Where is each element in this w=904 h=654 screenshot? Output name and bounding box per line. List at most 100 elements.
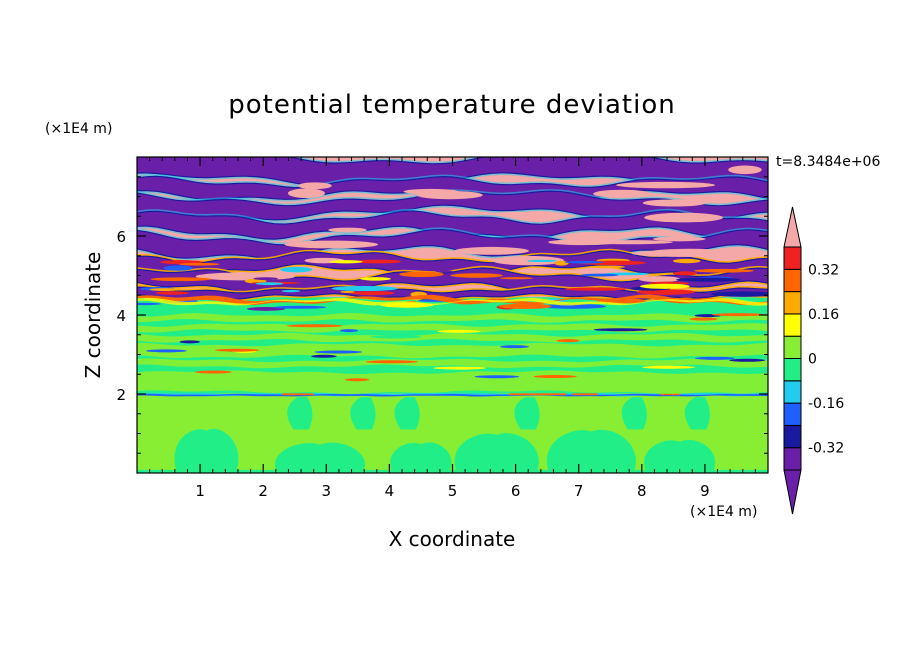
turbulent-filament [155, 291, 189, 295]
turbulent-filament [580, 273, 619, 277]
colorbar-extend-min [783, 469, 802, 515]
turbulent-spot [311, 354, 337, 358]
x-tick-label: 3 [322, 482, 332, 500]
colorbar-swatch [783, 313, 802, 337]
turbulent-filament [163, 265, 193, 271]
y-axis-label: Z coordinate [81, 252, 105, 379]
pink-lens [638, 276, 681, 283]
pink-lens [297, 182, 332, 190]
y-tick-label: 4 [116, 307, 126, 325]
turbulent-spot [215, 348, 260, 352]
colorbar-swatch [783, 291, 802, 315]
colorbar-swatch [783, 402, 802, 426]
convective-plume [287, 397, 313, 430]
turbulent-spot [370, 335, 422, 339]
turbulent-spot [365, 360, 418, 364]
x-tick-label: 4 [385, 482, 395, 500]
turbulent-filament [710, 291, 768, 297]
turbulent-spot [437, 329, 481, 333]
convective-plume [275, 442, 366, 472]
colorbar: 0.32 0.16 0 -0.16 -0.32 [783, 206, 844, 515]
turbulent-filament [526, 259, 558, 263]
pink-lens [287, 188, 325, 199]
interface-spot [660, 393, 680, 396]
turbulent-spot [711, 313, 766, 317]
convective-plume [454, 433, 539, 472]
interface-spot [509, 393, 567, 396]
stratified-layer [137, 332, 768, 343]
x-tick-label: 1 [195, 482, 205, 500]
turbulent-spot [344, 378, 370, 382]
x-tick-label: 5 [448, 482, 458, 500]
turbulent-spot [729, 358, 766, 362]
pink-lens [494, 211, 533, 217]
y-axis: 2 4 6 [116, 176, 768, 454]
x-tick-label: 6 [511, 482, 521, 500]
interface-spot [572, 393, 598, 396]
colorbar-label: 0.32 [808, 262, 839, 278]
convective-plume [390, 442, 452, 472]
purple-band [137, 251, 768, 276]
interface-band [137, 393, 768, 397]
pink-lens [645, 248, 735, 257]
turbulent-filament [636, 289, 696, 295]
turbulent-filament [281, 289, 301, 293]
x-axis-label: X coordinate [389, 527, 516, 551]
chart-title: potential temperature deviation [228, 90, 675, 120]
stratified-layer [137, 313, 768, 323]
x-tick-label: 8 [637, 482, 647, 500]
convective-plume [350, 397, 376, 430]
turbulent-spot [194, 370, 232, 374]
turbulent-spot [332, 369, 380, 373]
turbulent-filament [255, 282, 284, 286]
turbulent-filament [694, 268, 754, 273]
turbulent-spot [694, 356, 736, 360]
x-tick-label: 9 [700, 482, 710, 500]
x-axis-unit: (×1E4 m) [690, 504, 757, 520]
turbulent-spot [339, 329, 359, 333]
colorbar-swatch [783, 358, 802, 382]
turbulent-filament [354, 259, 402, 264]
colorbar-swatch [783, 380, 802, 404]
turbulent-filament [340, 290, 355, 293]
turbulent-filament [178, 262, 220, 266]
x-tick-label: 7 [574, 482, 584, 500]
lower-boundary-band [137, 297, 768, 306]
colorbar-label: 0.16 [808, 307, 839, 323]
turbulent-filament [360, 277, 391, 281]
turbulent-spot [593, 328, 648, 332]
colorbar-label: -0.16 [808, 396, 844, 412]
pink-lens [644, 212, 724, 223]
turbulent-filament [564, 260, 604, 264]
turbulent-filament [253, 277, 279, 281]
colorbar-swatch [783, 335, 802, 360]
colorbar-label: -0.32 [808, 441, 844, 457]
pink-lens [652, 236, 706, 242]
turbulent-filament [676, 277, 741, 282]
pink-lens [593, 189, 651, 198]
colorbar-swatch [783, 246, 802, 270]
convective-plume [621, 397, 647, 430]
stratified-layer [137, 342, 768, 359]
turbulent-filament [565, 287, 627, 291]
convective-plume [684, 397, 710, 430]
turbulent-spot [533, 375, 577, 379]
pink-lens [616, 181, 715, 189]
turbulent-filament [329, 260, 363, 264]
colorbar-label: 0 [808, 352, 817, 368]
turbulent-filament [499, 303, 552, 309]
turbulent-spot [474, 375, 520, 379]
pink-lens [454, 246, 529, 255]
convective-plume [394, 397, 420, 430]
pink-lens [585, 240, 673, 245]
turbulent-spot [556, 339, 580, 343]
colorbar-extend-max [783, 206, 802, 248]
convective-plume [514, 397, 540, 430]
turbulent-filament [350, 291, 395, 296]
pink-lens [642, 199, 707, 207]
x-axis: 1 2 3 4 5 6 7 8 9 [149, 157, 756, 500]
convective-plume [546, 429, 636, 472]
turbulent-filament [672, 271, 698, 276]
purple-band [137, 157, 768, 186]
